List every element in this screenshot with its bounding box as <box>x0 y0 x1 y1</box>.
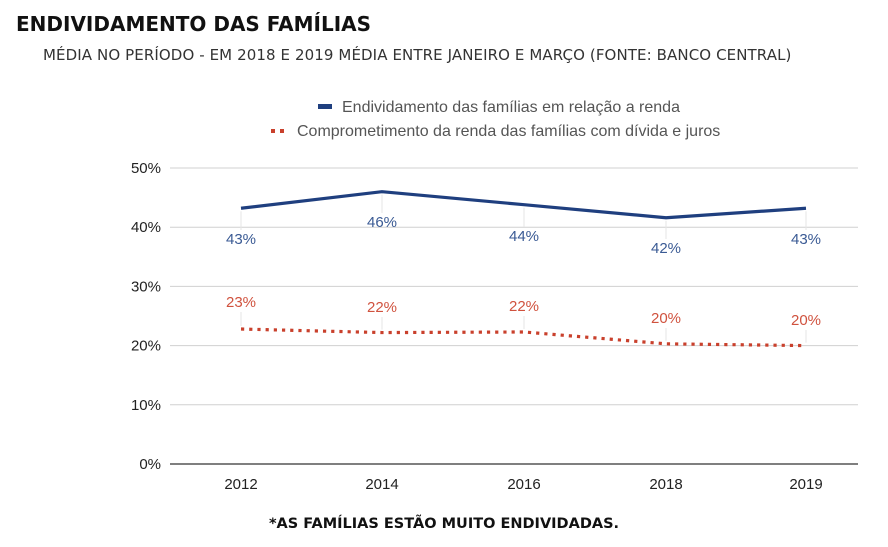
data-label-comprometimento: 20% <box>791 312 821 329</box>
legend-label-series-1: Endividamento das famílias em relação a … <box>342 99 680 116</box>
y-tick-label: 30% <box>131 278 161 295</box>
legend-item-series-1[interactable]: Endividamento das famílias em relação a … <box>318 99 680 116</box>
data-label-endividamento: 44% <box>509 228 539 245</box>
data-label-endividamento: 43% <box>791 231 821 248</box>
y-tick-label: 20% <box>131 338 161 355</box>
x-axis: 2012 2014 2016 2018 2019 <box>224 476 822 493</box>
chart-title: ENDIVIDAMENTO DAS FAMÍLIAS <box>16 12 372 36</box>
legend-swatch-solid-icon <box>318 104 332 109</box>
y-axis: 0% 10% 20% 30% 40% 50% <box>131 160 161 473</box>
x-tick-label: 2019 <box>789 476 822 493</box>
x-tick-label: 2016 <box>507 476 540 493</box>
data-label-comprometimento: 20% <box>651 310 681 327</box>
x-tick-label: 2012 <box>224 476 257 493</box>
x-tick-label: 2014 <box>365 476 398 493</box>
y-tick-label: 50% <box>131 160 161 177</box>
data-label-endividamento: 46% <box>367 214 397 231</box>
data-label-comprometimento: 22% <box>509 298 539 315</box>
data-label-endividamento: 43% <box>226 231 256 248</box>
x-tick-label: 2018 <box>649 476 682 493</box>
legend-item-series-2[interactable]: Comprometimento da renda das famílias co… <box>271 123 720 140</box>
y-tick-label: 10% <box>131 397 161 414</box>
legend: Endividamento das famílias em relação a … <box>271 99 720 140</box>
chart-subtitle: MÉDIA NO PERÍODO - EM 2018 E 2019 MÉDIA … <box>43 46 792 64</box>
y-tick-label: 0% <box>139 456 161 473</box>
series-lines <box>240 190 807 348</box>
series-line-endividamento <box>240 190 807 220</box>
legend-label-series-2: Comprometimento da renda das famílias co… <box>297 123 720 140</box>
series-line-comprometimento <box>240 327 807 348</box>
data-label-endividamento: 42% <box>651 240 681 257</box>
footer-note: *AS FAMÍLIAS ESTÃO MUITO ENDIVIDADAS. <box>268 516 620 532</box>
data-label-comprometimento: 23% <box>226 294 256 311</box>
label-leader-lines <box>240 194 807 343</box>
gridlines <box>170 167 858 465</box>
data-label-comprometimento: 22% <box>367 299 397 316</box>
legend-swatch-dotted-icon <box>271 129 284 133</box>
data-labels: 43% 46% 44% 42% 43% 23% 22% 22% 20% 20% <box>226 214 821 329</box>
y-tick-label: 40% <box>131 219 161 236</box>
